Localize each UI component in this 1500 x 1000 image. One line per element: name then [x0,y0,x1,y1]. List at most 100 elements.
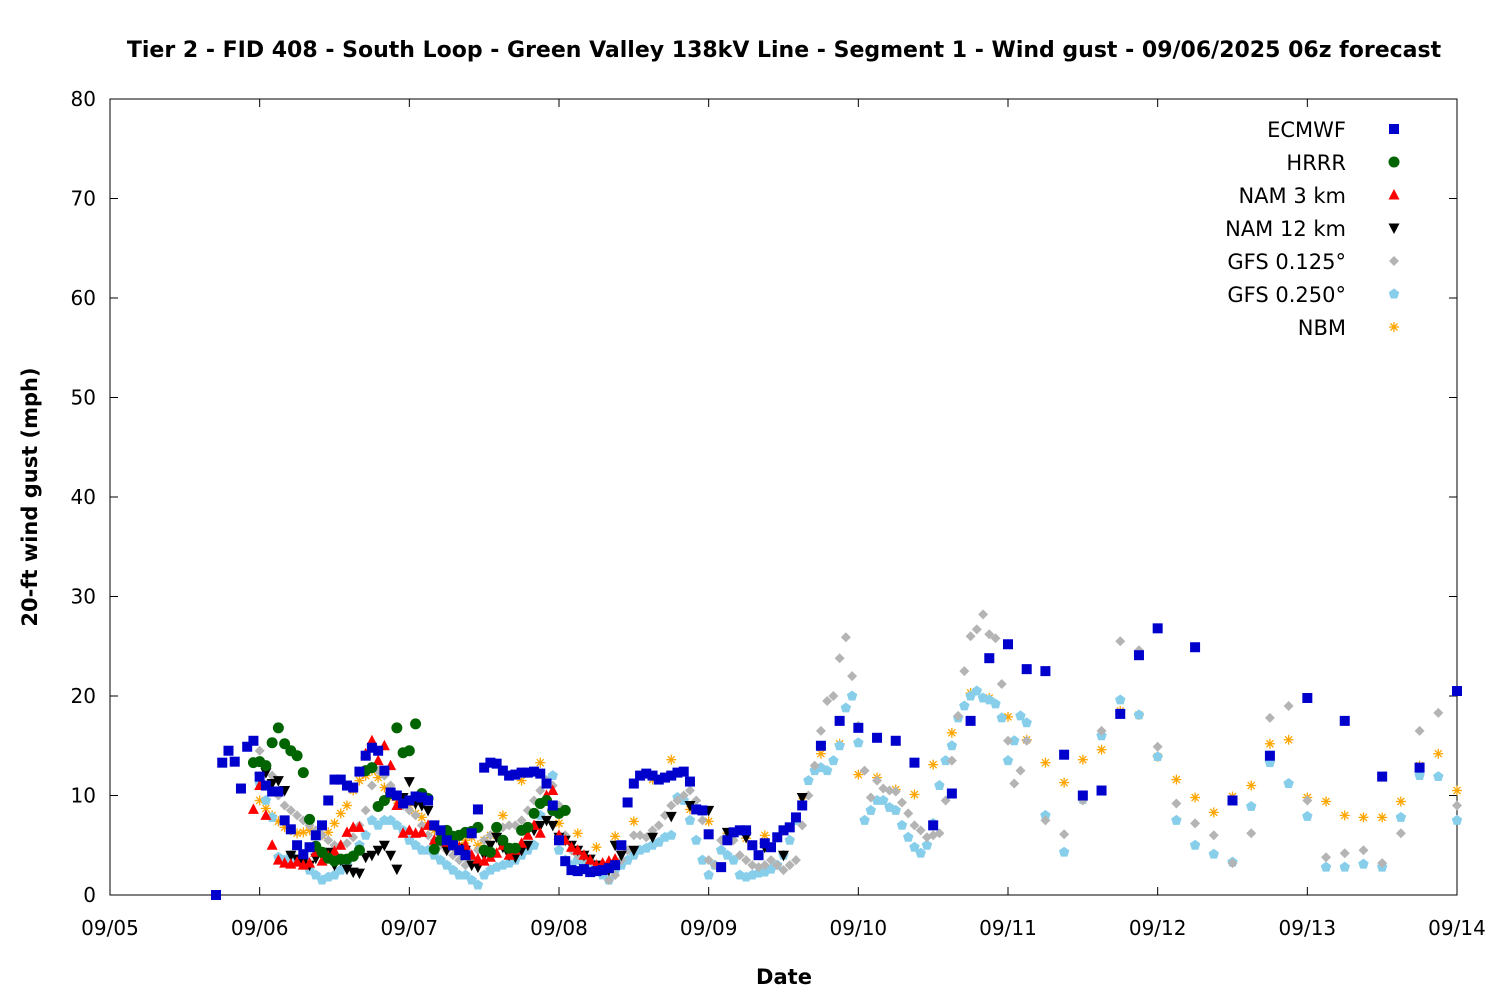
ecmwf-point [385,787,396,798]
gfs-0-125-point [859,765,870,776]
ecmwf-point [1339,715,1350,726]
ecmwf-point [1040,666,1051,677]
gfs-0-125-point [678,790,689,801]
hrrr-point [272,722,284,734]
legend: ECMWF HRRR NAM 3 km NAM 12 km GFS 0.125° GFS … [1225,118,1400,340]
ecmwf-point [235,783,246,794]
ecmwf-point [485,757,496,768]
hrrr-point [266,737,278,749]
gfs-0-125-point [1246,828,1257,839]
gfs-0-250-point [697,854,708,865]
gfs-0-250-point [385,814,396,825]
gfs-0-250-point [1015,710,1026,721]
gfs-0-125-point [1208,830,1219,841]
legend-label: ECMWF [1267,118,1346,142]
hrrr-point [291,750,303,762]
ecmwf-point [354,766,365,777]
ecmwf-point [928,820,939,831]
ecmwf-point [578,864,589,875]
ecmwf-point [716,862,727,873]
ecmwf-point [641,768,652,779]
gfs-0-125-point [809,760,820,771]
gfs-0-250-point [435,854,446,865]
ecmwf-point [341,780,352,791]
gfs-0-250-point [547,770,558,781]
nbm-point [572,828,583,839]
ecmwf-point [479,762,490,773]
ecmwf-point [541,778,552,789]
nbm-point [497,810,508,821]
gfs-0-250-point [310,869,322,880]
nam-12-km-point [615,850,627,862]
ecmwf-point [248,735,259,746]
nam-3-km-point [316,855,328,866]
gfs-0-125-point [896,797,907,808]
ecmwf-point [441,835,452,846]
gfs-0-125-point [959,666,970,677]
gfs-0-250-point [666,829,677,840]
gfs-0-125-point [1414,725,1425,736]
legend-label: GFS 0.125° [1227,250,1346,274]
gfs-0-250-point [896,819,908,830]
ecmwf-point [504,770,515,781]
y-tick-label: 80 [71,87,96,111]
gfs-0-250-point [441,859,452,870]
ecmwf-point [1190,642,1201,653]
gfs-0-125-point [697,815,708,826]
gfs-0-125-point [653,820,664,831]
nbm-point [909,789,920,800]
ecmwf-point [1059,749,1070,760]
nbm-point [1452,785,1462,796]
ecmwf-point [535,768,546,779]
legend-label: GFS 0.250° [1227,283,1346,307]
ecmwf-point [790,812,801,823]
series-nam-3-km [247,734,621,870]
x-tick-label: 09/10 [830,916,888,940]
nam-12-km-point [740,832,752,844]
gfs-0-250-point [959,700,970,711]
ecmwf-point [429,820,440,831]
nbm-point [1358,812,1369,823]
legend-marker [1388,189,1400,200]
gfs-0-250-point [990,698,1001,709]
ecmwf-point [1003,639,1013,650]
ecmwf-point [554,835,564,846]
nam-12-km-point [260,768,272,779]
gfs-0-125-point [971,624,982,635]
gfs-0-250-point [915,847,926,858]
nam-12-km-point [541,815,553,827]
nam-3-km-point [547,784,559,796]
ecmwf-point [522,767,533,778]
ecmwf-point [585,867,596,878]
gfs-0-125-point [1227,858,1238,869]
gfs-0-125-point [840,632,851,643]
y-tick-label: 70 [71,187,96,211]
hrrr-point [509,842,521,854]
ecmwf-point [1377,771,1388,782]
gfs-0-250-point [971,685,983,696]
gfs-0-250-point [1189,839,1201,850]
ecmwf-point [778,825,789,836]
ecmwf-point [298,849,309,860]
gfs-0-125-point [360,805,371,816]
gfs-0-125-point [822,695,833,706]
series-hrrr [247,718,571,867]
nam-3-km-point [503,849,515,860]
nam-3-km-point [478,855,490,866]
data-points [211,609,1463,900]
nam-12-km-point [360,852,372,864]
gfs-0-125-point [1358,845,1369,856]
hrrr-point [260,760,272,772]
gfs-0-125-point [1003,735,1013,746]
gfs-0-125-point [1021,735,1032,746]
gfs-0-250-point [865,804,877,815]
nam-12-km-point [522,840,534,852]
ecmwf-point [497,765,508,776]
nam-3-km-point [353,821,365,832]
gfs-0-125-point [628,830,639,841]
x-tick-label: 09/09 [680,916,738,940]
gfs-0-250-point [391,819,403,830]
ecmwf-point [242,741,253,752]
nbm-point [260,803,271,814]
nam-12-km-point [385,850,397,862]
